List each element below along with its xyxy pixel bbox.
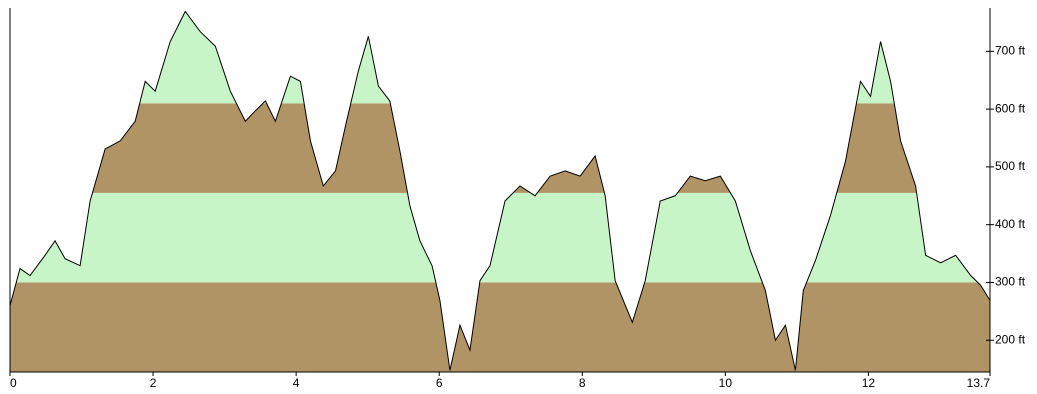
x-tick-label: 10	[719, 376, 733, 390]
y-tick-label: 500 ft	[995, 159, 1026, 173]
elevation-line	[9, 10, 991, 371]
elevation-band	[10, 103, 990, 193]
y-tick-label: 700 ft	[995, 44, 1026, 58]
elevation-band	[10, 11, 990, 104]
y-tick-label: 300 ft	[995, 275, 1026, 289]
elevation-band	[10, 192, 990, 283]
elevation-band	[10, 282, 990, 372]
x-tick-label: 0	[10, 376, 17, 390]
y-tick-label: 200 ft	[995, 332, 1026, 346]
x-tick-label: 8	[579, 376, 586, 390]
x-tick-label: 4	[293, 376, 300, 390]
x-tick-label: 6	[436, 376, 443, 390]
y-tick-label: 600 ft	[995, 101, 1026, 115]
band-group	[10, 11, 990, 372]
y-tick-label: 400 ft	[995, 217, 1026, 231]
x-tick-label: 13.7	[967, 376, 991, 390]
x-tick-label: 2	[150, 376, 157, 390]
x-tick-label: 12	[862, 376, 876, 390]
